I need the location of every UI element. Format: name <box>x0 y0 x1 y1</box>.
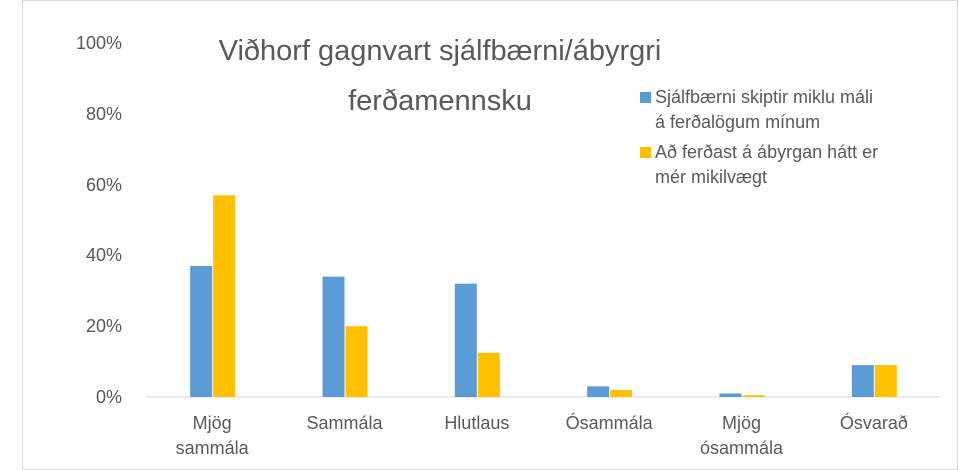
bar <box>851 365 874 397</box>
bar <box>345 326 368 397</box>
x-tick-label: Mjög sammála <box>175 413 249 458</box>
y-tick-label: 20% <box>85 316 122 337</box>
bar <box>322 276 345 397</box>
legend-swatch <box>640 92 651 103</box>
y-tick-label: 80% <box>85 103 122 124</box>
legend-label: Að ferðast á ábyrgan hátt er mér mikilvæ… <box>655 142 879 187</box>
bar <box>477 352 500 397</box>
legend-swatch <box>640 147 651 158</box>
bar <box>190 266 213 397</box>
chart-title: Viðhorf gagnvart sjálfbærni/ábyrgri ferð… <box>218 35 662 117</box>
x-tick-label: Hlutlaus <box>444 413 510 433</box>
y-tick-label: 0% <box>95 387 122 407</box>
legend-item: Að ferðast á ábyrgan hátt er mér mikilvæ… <box>640 140 880 190</box>
y-tick-label: 40% <box>85 245 122 266</box>
legend-item: Sjálfbærni skiptir miklu máli á ferðalög… <box>640 85 880 135</box>
x-tick-label: Ósammála <box>565 413 653 433</box>
x-tick-label: Sammála <box>306 413 383 433</box>
bar <box>742 395 765 397</box>
bar <box>610 389 633 397</box>
bar <box>213 195 236 397</box>
y-tick-label: 100% <box>75 33 122 53</box>
bar <box>454 283 477 397</box>
x-tick-label: Mjög ósammála <box>699 413 784 458</box>
bar <box>587 386 610 397</box>
bar <box>874 365 897 397</box>
legend-label: Sjálfbærni skiptir miklu máli á ferðalög… <box>655 87 874 132</box>
x-tick-label: Ósvarað <box>839 413 908 433</box>
bar <box>719 393 742 397</box>
y-tick-label: 60% <box>85 174 122 195</box>
